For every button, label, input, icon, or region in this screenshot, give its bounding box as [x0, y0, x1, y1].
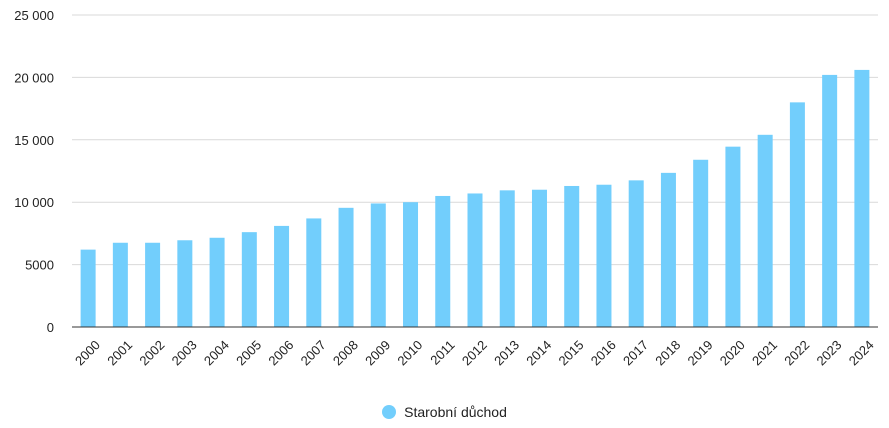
x-tick-label: 2024 [846, 337, 877, 368]
bar-2019 [693, 159, 709, 327]
x-tick-label: 2020 [717, 337, 748, 368]
x-tick-label: 2013 [491, 337, 522, 368]
x-tick-label: 2023 [813, 337, 844, 368]
x-tick-label: 2018 [652, 337, 683, 368]
bar-2013 [499, 190, 515, 327]
bar-2014 [531, 189, 547, 327]
x-tick-label: 2006 [265, 337, 296, 368]
gridlines [72, 14, 878, 266]
x-tick-label: 2014 [523, 337, 554, 368]
x-tick-label: 2000 [72, 337, 103, 368]
y-tick-label: 15 000 [14, 133, 54, 148]
x-tick-label: 2015 [556, 337, 587, 368]
x-tick-label: 2016 [588, 337, 619, 368]
bar-2023 [822, 74, 838, 328]
bar-2018 [660, 172, 676, 327]
bar-2015 [564, 185, 580, 327]
y-tick-label: 25 000 [14, 8, 54, 23]
legend-swatch [382, 405, 397, 419]
bar-2017 [628, 180, 644, 327]
x-tick-label: 2009 [362, 337, 393, 368]
y-tick-label: 10 000 [14, 195, 54, 210]
y-tick-labels: 0 5000 10 000 15 000 20 000 25 000 [14, 8, 54, 335]
bar-2021 [757, 134, 773, 327]
y-tick-label: 0 [47, 320, 54, 335]
x-tick-label: 2019 [685, 337, 716, 368]
bar-2012 [467, 193, 483, 327]
bar-2008 [338, 207, 354, 327]
bar-2005 [241, 232, 257, 327]
bar-2024 [854, 69, 870, 328]
bar-2016 [596, 184, 612, 327]
x-tick-label: 2017 [620, 337, 651, 368]
bar-2009 [370, 203, 386, 327]
bar-2010 [403, 202, 419, 327]
y-tick-label: 20 000 [14, 70, 54, 85]
x-tick-label: 2022 [781, 337, 812, 368]
x-tick-labels: 2000 2001 2002 2003 2004 2005 2006 2007 2008 2009… [72, 337, 877, 368]
bar-2001 [112, 242, 128, 327]
bar-2020 [725, 146, 741, 327]
bar-2002 [145, 242, 161, 327]
x-tick-label: 2001 [104, 337, 135, 368]
bar-2004 [209, 237, 225, 327]
bar-2000 [80, 249, 96, 327]
legend-label: Starobní důchod [404, 404, 507, 420]
bar-2003 [177, 240, 193, 327]
x-tick-label: 2007 [298, 337, 329, 368]
x-tick-label: 2011 [427, 337, 457, 367]
x-tick-label: 2004 [201, 337, 232, 368]
bar-2022 [789, 102, 805, 327]
x-tick-label: 2005 [233, 337, 264, 368]
x-tick-label: 2010 [394, 337, 425, 368]
x-tick-label: 2008 [330, 337, 361, 368]
x-tick-label: 2021 [749, 337, 780, 368]
x-tick-label: 2002 [136, 337, 167, 368]
bar-2011 [435, 195, 451, 327]
y-tick-label: 5000 [25, 258, 54, 273]
bars [80, 69, 870, 328]
bar-2006 [274, 225, 290, 327]
x-tick-label: 2012 [459, 337, 490, 368]
x-tick-label: 2003 [169, 337, 200, 368]
bar-2007 [306, 218, 322, 327]
legend: Starobní důchod [0, 400, 889, 424]
